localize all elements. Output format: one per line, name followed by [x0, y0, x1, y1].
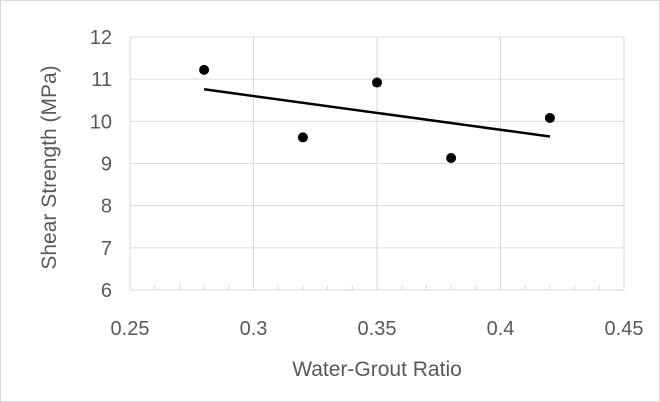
x-tick-labels: 0.25 0.3 0.35 0.4 0.45 — [111, 318, 644, 340]
trendline-group — [203, 88, 551, 138]
data-point — [199, 64, 210, 75]
x-tick-label: 0.4 — [487, 318, 515, 340]
data-point — [297, 132, 308, 143]
gridlines — [129, 36, 625, 291]
y-tick-label: 9 — [101, 154, 112, 176]
y-tick-label: 8 — [101, 196, 112, 218]
y-axis-title: Shear Strength (MPa) — [38, 65, 61, 269]
data-point — [446, 153, 457, 164]
x-tick-label: 0.25 — [111, 318, 150, 340]
trendline — [203, 88, 551, 138]
y-tick-label: 10 — [90, 111, 112, 133]
y-tick-label: 7 — [101, 238, 112, 260]
y-tick-labels: 6 7 8 9 10 11 12 — [90, 27, 112, 302]
y-tick-label: 12 — [90, 27, 112, 49]
x-tick-label: 0.45 — [605, 318, 644, 340]
x-tick-label: 0.35 — [358, 318, 397, 340]
data-point — [544, 112, 555, 123]
x-axis-title: Water-Grout Ratio — [292, 358, 462, 381]
y-tick-label: 11 — [91, 69, 112, 91]
data-point — [372, 77, 382, 88]
x-tick-label: 0.3 — [240, 318, 268, 340]
y-tick-label: 6 — [101, 280, 112, 302]
data-points — [199, 64, 555, 164]
x-minor-ticks — [129, 285, 625, 290]
